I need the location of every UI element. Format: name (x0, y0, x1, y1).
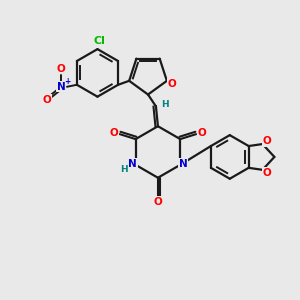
Text: O: O (57, 64, 65, 74)
Text: N: N (57, 82, 65, 92)
Text: O: O (110, 128, 118, 138)
Text: O: O (262, 168, 271, 178)
Text: H: H (120, 165, 127, 174)
Text: O: O (198, 128, 206, 138)
Text: +: + (64, 77, 70, 86)
Text: N: N (128, 159, 137, 169)
Text: H: H (161, 100, 169, 109)
Text: N: N (179, 159, 188, 169)
Text: O: O (167, 79, 176, 89)
Text: O: O (43, 95, 52, 105)
Text: O: O (154, 196, 162, 206)
Text: Cl: Cl (94, 36, 105, 46)
Text: O: O (262, 136, 271, 146)
